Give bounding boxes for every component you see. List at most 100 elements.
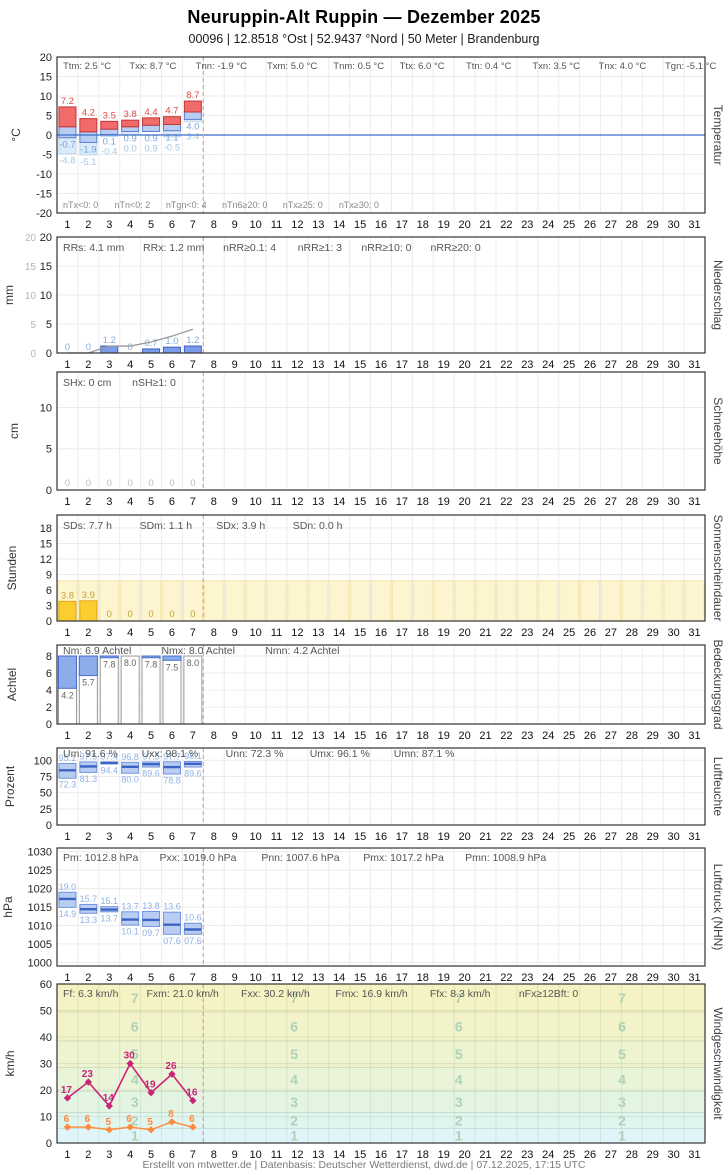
svg-text:17: 17 — [396, 219, 408, 231]
svg-text:89.6: 89.6 — [142, 769, 160, 779]
svg-text:07.6: 07.6 — [163, 936, 181, 946]
svg-text:50: 50 — [40, 788, 52, 800]
svg-text:13: 13 — [312, 359, 324, 371]
svg-text:2: 2 — [85, 831, 91, 843]
svg-text:27: 27 — [605, 359, 617, 371]
svg-text:5: 5 — [46, 319, 52, 331]
svg-text:4: 4 — [127, 972, 133, 984]
svg-text:-0.4: -0.4 — [101, 147, 117, 158]
svg-text:13.3: 13.3 — [80, 915, 98, 925]
svg-text:0: 0 — [46, 485, 52, 497]
svg-text:-15: -15 — [36, 189, 52, 201]
svg-text:1: 1 — [64, 730, 70, 742]
svg-text:Ttn: 0.4 °C: Ttn: 0.4 °C — [466, 61, 512, 72]
svg-text:0: 0 — [65, 342, 70, 353]
svg-text:14: 14 — [333, 359, 345, 371]
svg-text:Luftdruck (NHN): Luftdruck (NHN) — [711, 864, 725, 951]
header: Neuruppin-Alt Ruppin — Dezember 2025 000… — [0, 0, 728, 46]
svg-text:30: 30 — [668, 831, 680, 843]
svg-text:6: 6 — [169, 972, 175, 984]
svg-text:2: 2 — [455, 1112, 463, 1128]
svg-text:Unn: 72.3 %: Unn: 72.3 % — [226, 748, 284, 760]
svg-text:18: 18 — [417, 496, 429, 508]
svg-text:15: 15 — [354, 831, 366, 843]
svg-text:6: 6 — [169, 496, 175, 508]
svg-text:29: 29 — [647, 627, 659, 639]
svg-text:3: 3 — [106, 972, 112, 984]
svg-text:16: 16 — [375, 831, 387, 843]
svg-text:0: 0 — [169, 609, 174, 620]
svg-text:13: 13 — [312, 219, 324, 231]
temperature-bars: 7.2-0.7-4.84.2-1.9-5.13.50.1-0.43.80.90.… — [58, 90, 202, 168]
svg-text:1030: 1030 — [28, 847, 52, 859]
svg-text:RRs: 4.1 mm: RRs: 4.1 mm — [63, 242, 125, 254]
svg-text:26: 26 — [584, 730, 596, 742]
svg-text:23: 23 — [521, 831, 533, 843]
svg-text:4: 4 — [127, 1149, 133, 1161]
svg-text:12: 12 — [291, 1149, 303, 1161]
svg-text:5: 5 — [148, 1149, 154, 1161]
svg-text:23: 23 — [521, 627, 533, 639]
wind-chart: 6050403020100123456712345671234567123456… — [3, 979, 725, 1161]
svg-text:0: 0 — [169, 478, 174, 489]
svg-text:5.7: 5.7 — [82, 678, 95, 688]
svg-text:2: 2 — [85, 496, 91, 508]
svg-text:Achtel: Achtel — [5, 668, 19, 701]
svg-text:0: 0 — [30, 349, 36, 360]
svg-text:-10: -10 — [36, 169, 52, 181]
svg-text:4: 4 — [290, 1071, 298, 1087]
svg-text:13: 13 — [312, 730, 324, 742]
svg-text:28: 28 — [626, 972, 638, 984]
svg-text:22: 22 — [500, 359, 512, 371]
svg-text:nRR≥1: 3: nRR≥1: 3 — [298, 242, 342, 254]
svg-text:-4.8: -4.8 — [59, 156, 75, 167]
svg-text:23: 23 — [82, 1069, 94, 1080]
panel-snow-depth: 10 5 0 0 0 0 0 0 0 0 SHx: 0 cm nSH≥1: 0 1 2 3 4 5 6 7 8 9 10 1… — [0, 371, 728, 520]
svg-text:20: 20 — [458, 219, 470, 231]
svg-text:7: 7 — [455, 990, 463, 1006]
svg-text:31: 31 — [688, 730, 700, 742]
svg-text:16: 16 — [375, 730, 387, 742]
svg-text:6: 6 — [46, 668, 52, 680]
svg-text:3: 3 — [106, 730, 112, 742]
svg-text:21: 21 — [479, 496, 491, 508]
svg-text:30: 30 — [668, 496, 680, 508]
svg-text:1: 1 — [455, 1128, 463, 1144]
svg-text:29: 29 — [647, 1149, 659, 1161]
svg-text:22: 22 — [500, 972, 512, 984]
svg-text:Windgeschwindigkeit: Windgeschwindigkeit — [711, 1007, 725, 1120]
svg-text:8: 8 — [211, 1149, 217, 1161]
svg-text:20: 20 — [25, 233, 37, 244]
svg-text:10: 10 — [249, 219, 261, 231]
svg-text:1: 1 — [290, 1128, 298, 1144]
svg-text:nSH≥1: 0: nSH≥1: 0 — [132, 377, 176, 389]
svg-text:nTn<0: 2: nTn<0: 2 — [114, 200, 150, 210]
svg-text:19: 19 — [438, 219, 450, 231]
svg-text:0.9: 0.9 — [144, 143, 157, 154]
svg-text:26: 26 — [584, 627, 596, 639]
svg-text:24: 24 — [542, 359, 554, 371]
svg-text:8: 8 — [211, 219, 217, 231]
svg-text:Tnm: 0.5 °C: Tnm: 0.5 °C — [333, 61, 384, 72]
svg-text:21: 21 — [479, 1149, 491, 1161]
svg-text:2: 2 — [290, 1112, 298, 1128]
svg-text:Umn: 87.1 %: Umn: 87.1 % — [394, 748, 455, 760]
svg-text:26: 26 — [584, 219, 596, 231]
svg-text:16: 16 — [375, 1149, 387, 1161]
svg-text:31: 31 — [688, 1149, 700, 1161]
svg-text:0: 0 — [128, 342, 133, 353]
svg-text:50: 50 — [40, 1006, 52, 1018]
svg-text:°C: °C — [9, 128, 23, 142]
svg-text:1: 1 — [64, 627, 70, 639]
svg-text:Ffx: 8.3 km/h: Ffx: 8.3 km/h — [430, 988, 491, 1000]
svg-text:0: 0 — [46, 130, 52, 142]
svg-text:1020: 1020 — [28, 884, 52, 896]
svg-text:7: 7 — [290, 990, 298, 1006]
svg-text:31: 31 — [688, 972, 700, 984]
svg-text:23: 23 — [521, 359, 533, 371]
svg-text:0: 0 — [86, 342, 91, 353]
svg-text:1015: 1015 — [28, 902, 52, 914]
svg-text:14: 14 — [333, 730, 345, 742]
